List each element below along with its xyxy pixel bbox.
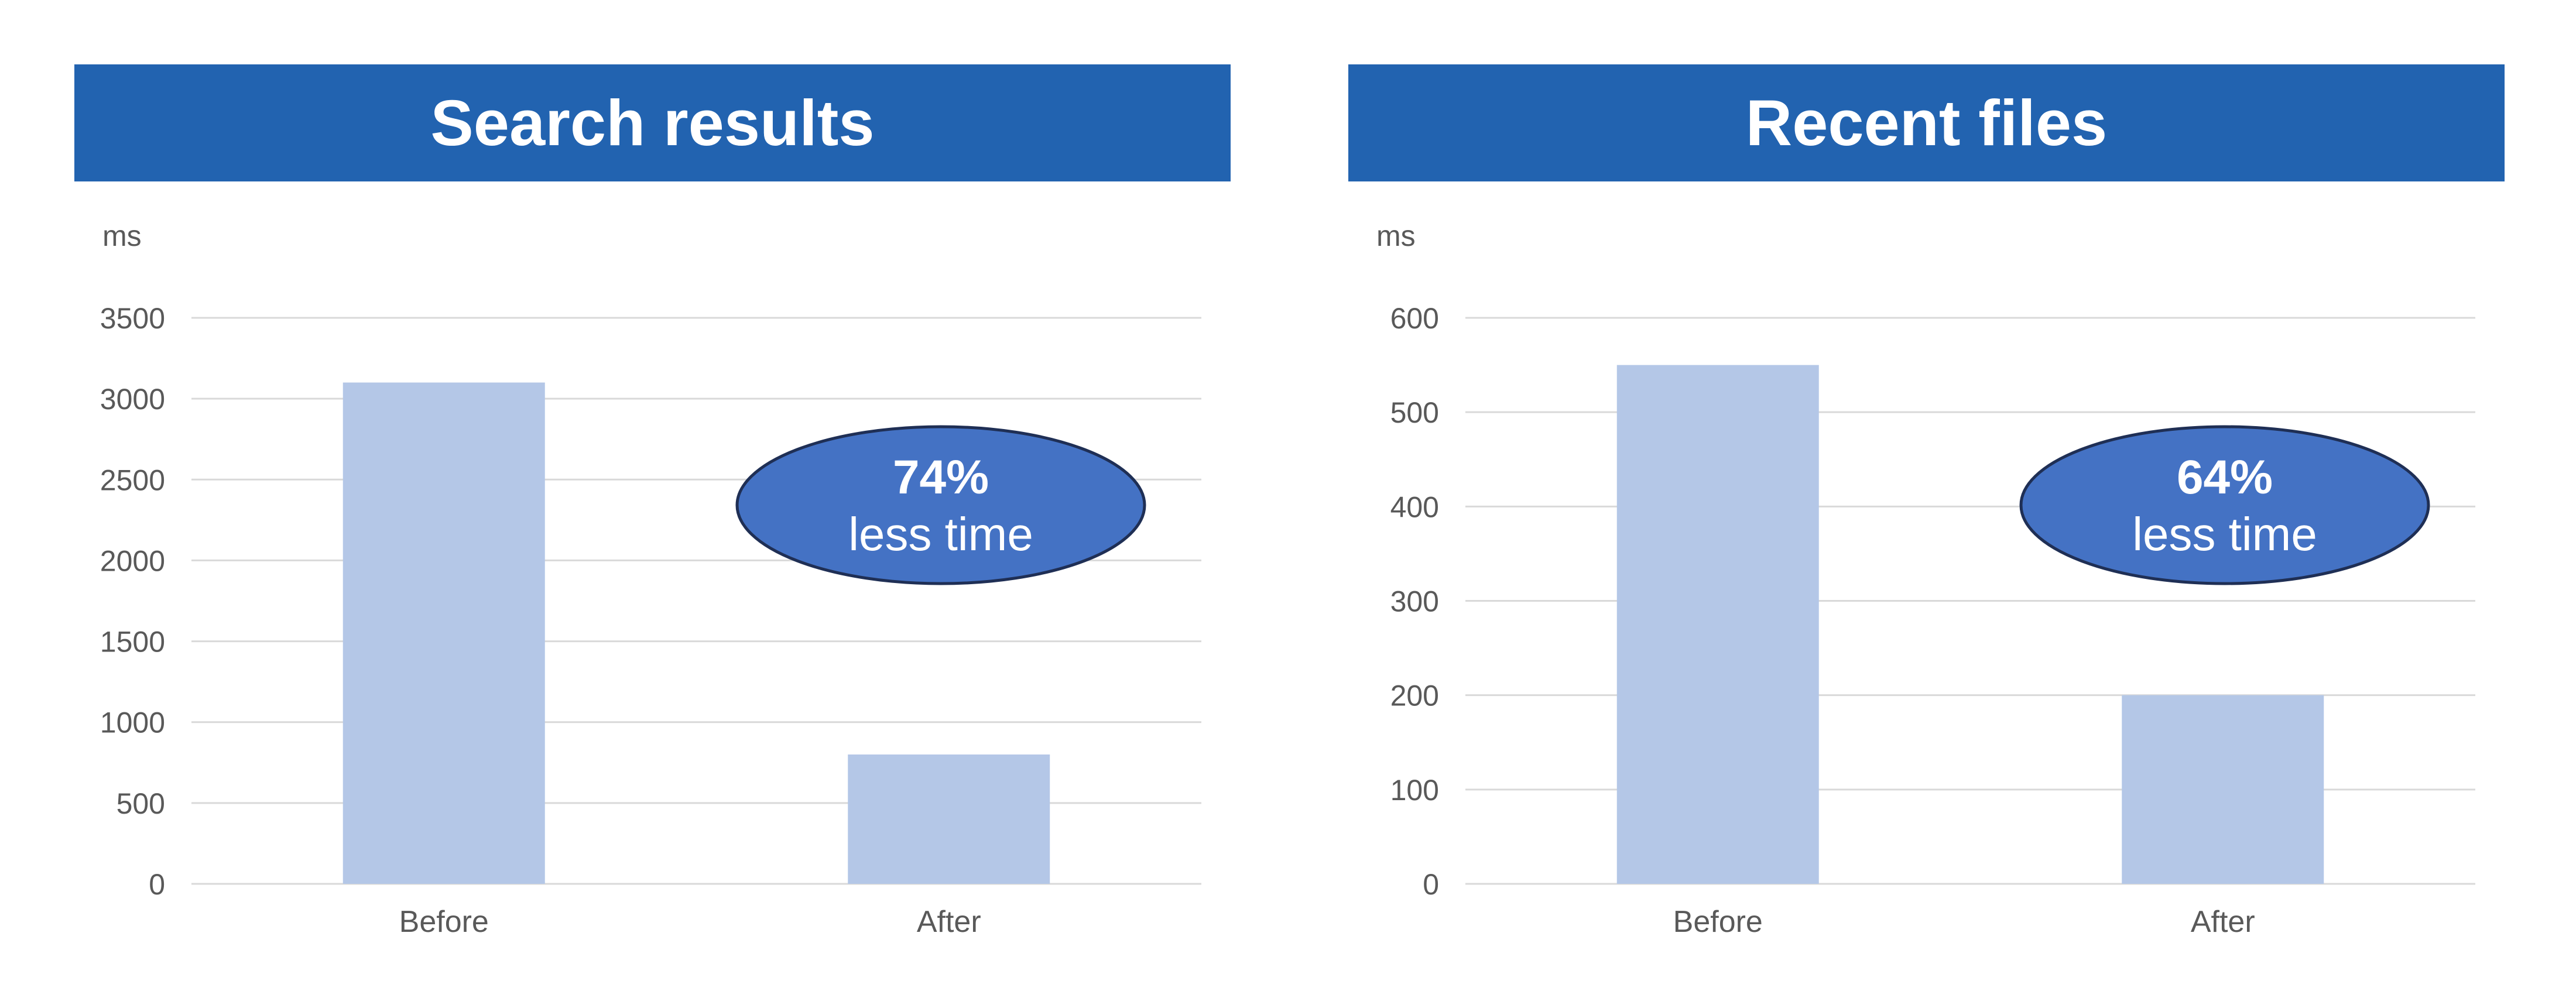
y-tick-label: 0 <box>1423 868 1439 901</box>
chart-panel-search-results: Search results ms 0 500 1000 1500 2000 2500 30… <box>74 64 1231 978</box>
y-tick-label: 1500 <box>100 626 165 659</box>
y-tick-label: 2000 <box>100 544 165 577</box>
y-tick-label: 1000 <box>100 707 165 739</box>
y-tick-label: 100 <box>1390 774 1439 807</box>
bar-before <box>1616 365 1819 884</box>
chart-title: Search results <box>74 64 1231 181</box>
y-tick-label: 500 <box>1390 396 1439 429</box>
callout-text: less time <box>848 508 1033 560</box>
chart-svg: ms 0 100 200 300 400 500 600 Before After 64% le… <box>1376 220 2475 939</box>
chart-title: Recent files <box>1348 64 2505 181</box>
y-axis-label: ms <box>1376 220 1416 252</box>
y-tick-label: 200 <box>1390 680 1439 712</box>
y-tick-label: 500 <box>117 787 165 820</box>
y-axis-label: ms <box>102 220 142 252</box>
bar-before <box>342 382 545 884</box>
y-tick-label: 0 <box>149 868 165 901</box>
y-tick-label: 3500 <box>100 302 165 335</box>
callout-value: 64% <box>2177 451 2273 504</box>
chart-panel-recent-files: Recent files ms 0 100 200 300 400 500 600 Befor… <box>1348 64 2505 978</box>
x-tick-label: After <box>917 905 981 939</box>
y-tick-label: 600 <box>1390 302 1439 335</box>
x-tick-label: Before <box>1673 905 1763 939</box>
y-tick-label: 400 <box>1390 491 1439 523</box>
callout-ellipse <box>2019 425 2430 585</box>
callout-text: less time <box>2132 508 2317 560</box>
y-tick-label: 2500 <box>100 464 165 496</box>
bar-after <box>2122 695 2324 884</box>
bar-after <box>848 754 1050 884</box>
chart-svg: ms 0 500 1000 1500 2000 2500 3000 3500 Before Aft… <box>100 220 1201 939</box>
y-tick-label: 3000 <box>100 383 165 416</box>
callout-ellipse <box>735 425 1146 585</box>
x-tick-label: After <box>2191 905 2255 939</box>
x-tick-label: Before <box>399 905 489 939</box>
callout-value: 74% <box>893 451 989 504</box>
y-tick-label: 300 <box>1390 585 1439 618</box>
